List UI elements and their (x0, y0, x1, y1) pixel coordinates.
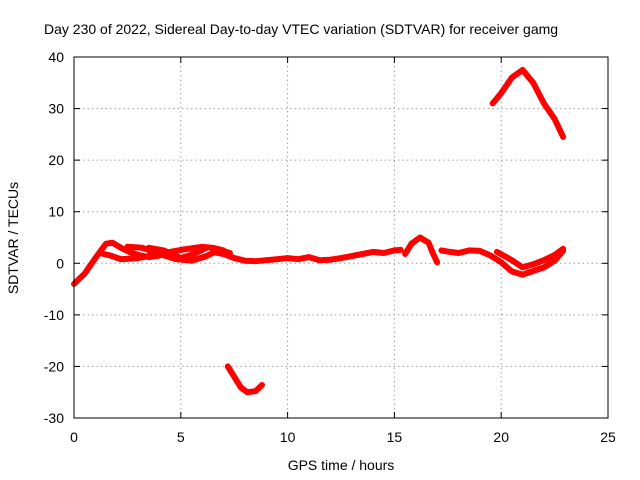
grid (74, 57, 608, 418)
y-tick-label: 0 (56, 255, 64, 271)
chart-title: Day 230 of 2022, Sidereal Day-to-day VTE… (44, 21, 558, 37)
x-tick-label: 15 (387, 429, 403, 445)
series-arc-10 (489, 66, 567, 140)
x-tick-label: 10 (280, 429, 296, 445)
series-arc-7 (438, 247, 567, 278)
data-series (71, 66, 567, 396)
series-arc-8 (493, 245, 567, 271)
y-tick-label: -20 (44, 358, 64, 374)
plot-frame (73, 56, 609, 419)
y-tick-label: 40 (48, 49, 64, 65)
y-tick-label: -10 (44, 307, 64, 323)
series-arc-4 (145, 244, 210, 262)
axis-ticks: 0 5 10 15 20 25 -30 -20 -10 0 10 20 30 40 (44, 49, 616, 445)
x-tick-label: 5 (177, 429, 185, 445)
series-arc-9 (224, 363, 265, 396)
series-arc-5 (209, 246, 404, 265)
y-axis-label: SDTVAR / TECUs (5, 182, 21, 294)
y-tick-label: 10 (48, 204, 64, 220)
y-tick-label: 30 (48, 101, 64, 117)
series-arc-6 (402, 234, 441, 266)
x-tick-label: 20 (493, 429, 509, 445)
y-tick-label: 20 (48, 152, 64, 168)
x-tick-label: 25 (600, 429, 616, 445)
x-tick-label: 0 (70, 429, 78, 445)
x-axis-label: GPS time / hours (288, 457, 395, 473)
y-tick-label: -30 (44, 410, 64, 426)
